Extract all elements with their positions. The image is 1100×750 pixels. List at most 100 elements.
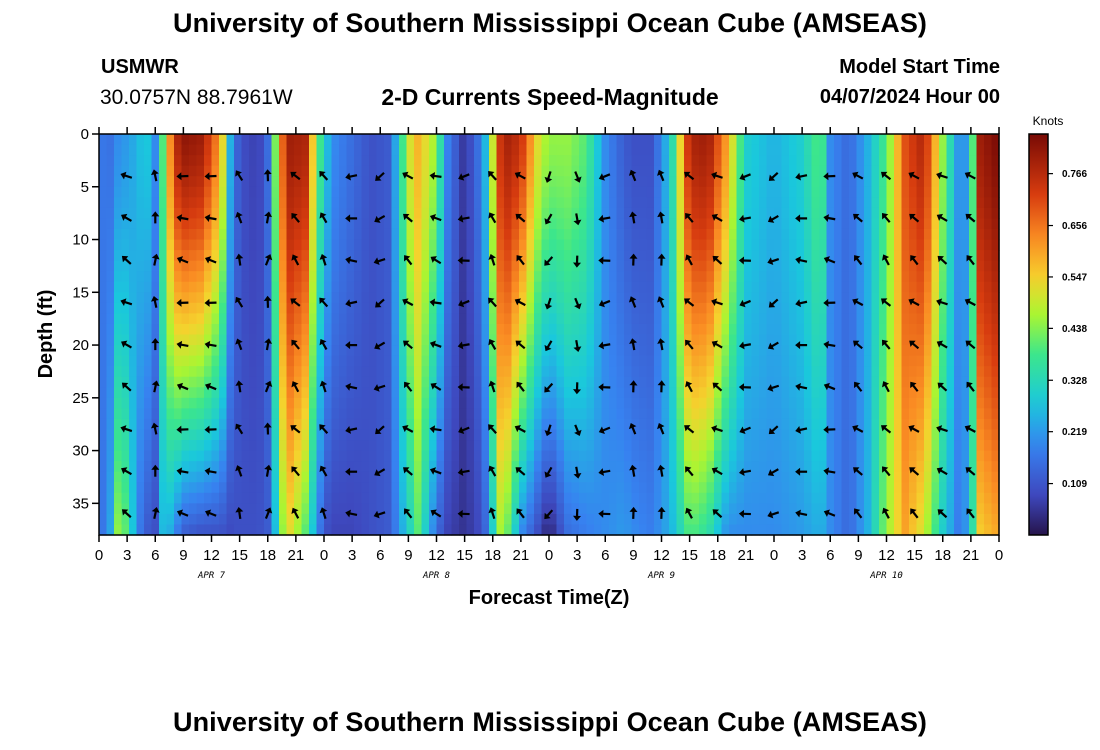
heatmap-cell [646,260,655,272]
heatmap-cell [624,376,633,388]
heatmap-cell [714,323,723,336]
heatmap-cell [286,418,295,431]
heatmap-cell [496,355,505,367]
heatmap-cell [984,165,993,177]
heatmap-cell [796,366,805,378]
heatmap-cell [504,176,513,188]
heatmap-cell [631,461,640,473]
heatmap-cell [196,228,205,241]
heatmap-cell [819,524,828,536]
heatmap-cell [294,239,303,251]
arrow-shaft [433,301,442,305]
heatmap-cell [946,471,955,483]
heatmap-cell [264,218,273,230]
heatmap-cell [196,429,205,441]
heatmap-cell [774,524,783,536]
arrow-head [235,465,243,472]
heatmap-cell [871,334,880,346]
heatmap-cell [249,345,258,357]
heatmap-cell [451,366,460,378]
heatmap-cell [136,292,145,304]
heatmap-cell [984,376,993,388]
heatmap-cell [556,197,565,209]
heatmap-cell [436,271,445,283]
heatmap-cell [781,366,790,378]
heatmap-cell [99,313,108,325]
heatmap-cell [399,387,408,399]
heatmap-cell [841,313,850,325]
arrow-head [150,169,159,176]
heatmap-cell [691,355,700,367]
heatmap-cell [369,250,378,262]
heatmap-cell [361,440,370,452]
heatmap-cell [639,471,648,483]
heatmap-cell [496,471,505,483]
heatmap-cell [99,271,108,283]
heatmap-cell [766,218,775,230]
heatmap-cell [234,429,243,441]
heatmap-cell [324,260,333,272]
heatmap-cell [181,165,190,177]
heatmap-cell [781,186,790,198]
heatmap-cell [429,155,438,167]
heatmap-cell [759,334,768,346]
heatmap-cell [556,218,565,230]
heatmap-cell [781,418,790,431]
heatmap-cell [166,155,175,167]
heatmap-cell [976,155,985,167]
heatmap-cell [601,418,610,431]
current-arrow [403,340,413,350]
heatmap-cell [121,239,130,251]
heatmap-cell [909,281,918,293]
heatmap-cell [939,334,948,346]
heatmap-cell [226,408,235,420]
heatmap-cell [301,144,310,156]
heatmap-cell [346,281,355,293]
heatmap-cell [796,144,805,156]
heatmap-cell [294,355,303,367]
heatmap-cell [691,207,700,220]
heatmap-cell [369,228,378,241]
current-arrow [458,173,470,181]
heatmap-cell [676,397,685,409]
heatmap-cell [354,334,363,346]
current-arrow [121,467,132,476]
heatmap-cell [226,387,235,399]
heatmap-cell [736,313,745,325]
current-arrow [345,467,358,476]
heatmap-cell [526,155,535,167]
current-arrow [235,296,244,308]
heatmap-cell [301,376,310,388]
heatmap-cell [106,239,115,251]
heatmap-cell [271,228,280,241]
heatmap-cell [114,271,123,283]
heatmap-cell [856,366,865,378]
heatmap-cell [339,482,348,494]
heatmap-cell [159,440,168,452]
heatmap-cell [609,155,618,167]
heatmap-cell [646,134,655,146]
heatmap-cell [639,271,648,283]
heatmap-cell [504,429,513,441]
heatmap-cell [451,450,460,462]
heatmap-cell [129,239,138,251]
heatmap-cell [414,418,423,431]
heatmap-cell [256,334,265,346]
heatmap-cell [751,250,760,262]
arrow-head [488,297,495,304]
heatmap-cell [519,165,528,177]
heatmap-cell [744,461,753,473]
arrow-head [345,509,351,518]
heatmap-cell [736,355,745,367]
heatmap-cell [511,260,520,272]
heatmap-cell [429,281,438,293]
heatmap-cell [639,482,648,494]
heatmap-cell [609,228,618,241]
heatmap-cell [249,260,258,272]
heatmap-cell [339,355,348,367]
heatmap-cell [211,165,220,177]
heatmap-cell [346,186,355,198]
heatmap-cell [189,513,198,526]
heatmap-cell [489,323,498,336]
heatmap-cell [594,323,603,336]
